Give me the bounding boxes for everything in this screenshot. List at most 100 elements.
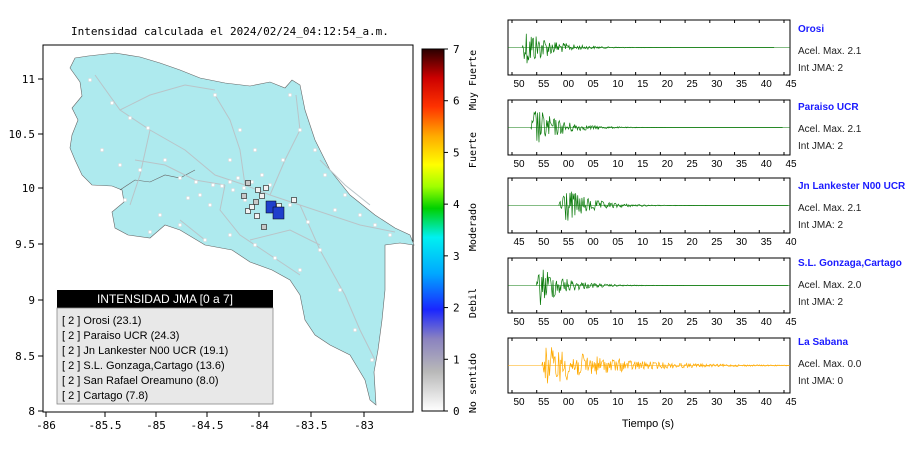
town-dot [260,173,264,177]
time-tick-label: 30 [711,317,723,328]
town-dot [370,358,374,362]
time-axis-label: Tiempo (s) [622,418,674,430]
time-tick-label: 25 [711,237,723,248]
time-tick-label: 05 [612,237,624,248]
town-dot [100,148,104,152]
seismogram-panel: 50 55 00 05 10 15 20 25 30 35 40 45 [507,99,797,170]
waveform [521,33,775,64]
time-tick-label: 25 [687,79,699,90]
time-tick-label: 15 [637,397,649,408]
town-dot [333,208,337,212]
seismogram-panels: 50 55 00 05 10 15 20 25 30 35 40 45 50 55 00 05 10 15 20 25… [507,19,797,408]
station-name: Orosi [798,24,825,35]
town-dot [198,193,202,197]
time-tick-label: 40 [761,79,773,90]
town-dot [288,203,292,207]
time-tick-label: 45 [785,317,797,328]
time-tick-label: 30 [711,79,723,90]
station-marker [249,204,255,210]
lat-tick-label: 10.5 [9,128,36,141]
road [119,84,216,111]
town-dot [338,288,342,292]
lon-tick-label: -83 [354,419,374,432]
town-dot [178,223,182,227]
station-name: Jn Lankester N00 UCR [798,181,906,192]
town-dot [158,213,162,217]
road [249,229,321,246]
lon-tick-label: -84.5 [190,419,223,432]
town-dot [194,180,198,184]
legend-row: [ 2 ] Orosi (23.1) [62,315,141,327]
lat-tick-label: 11 [22,73,35,86]
time-tick-label: 10 [612,397,624,408]
time-tick-label: 10 [612,79,624,90]
town-dot [231,188,235,192]
station-jma: Int JMA: 2 [798,220,844,231]
time-tick-label: 50 [513,159,525,170]
waveform [535,269,789,306]
road [179,219,206,241]
colorbar-tick-label: 0 [453,405,460,418]
station-marker [259,193,265,199]
legend-row: [ 2 ] Cartago (7.8) [62,390,148,402]
time-tick-label: 20 [662,159,674,170]
waveform [530,111,783,143]
time-tick-label: 50 [538,237,550,248]
town-dot [268,183,272,187]
time-tick-label: 30 [736,237,748,248]
colorbar-tick-label: 4 [453,198,460,211]
time-tick-label: 45 [785,159,797,170]
costa-rica-landmass [69,52,415,406]
station-name: S.L. Gonzaga,Cartago [798,258,902,269]
station-stats: Acel. Max. 2.1 Int JMA: 2 [798,43,861,77]
station-accel: Acel. Max. 2.0 [798,280,862,291]
time-tick-label: 35 [736,317,748,328]
station-marker [245,180,251,186]
legend-row: [ 2 ] S.L. Gonzaga,Cartago (13.6) [62,360,225,372]
time-tick-label: 50 [513,317,525,328]
station-accel: Acel. Max. 2.1 [798,46,862,57]
town-dot [373,223,377,227]
town-dot [273,256,277,260]
town-dot [281,158,285,162]
town-dot [243,198,247,202]
colorbar-category-label: Debil [468,288,479,318]
time-tick-label: 35 [736,397,748,408]
time-tick-label: 40 [761,159,773,170]
station-marker [263,185,269,191]
colorbar-category-label: No sentido [468,353,479,413]
time-tick-label: 05 [588,79,600,90]
time-tick-label: 15 [637,79,649,90]
town-dot [253,243,257,247]
town-dot [242,186,246,190]
station-stats: Acel. Max. 0.0 Int JMA: 0 [798,356,861,390]
colorbar-tick-label: 1 [453,353,460,366]
seismogram-panel: 50 55 00 05 10 15 20 25 30 35 40 45 [507,337,797,408]
time-tick-label: 35 [736,159,748,170]
time-tick-label: 00 [563,79,575,90]
town-dot [353,328,357,332]
lon-tick-label: -84 [249,419,269,432]
time-tick-label: 45 [785,79,797,90]
time-tick-label: 45 [785,397,797,408]
station-marker [261,224,267,230]
time-tick-label: 20 [687,237,699,248]
station-marker [255,187,261,193]
town-dot [358,213,362,217]
time-tick-label: 40 [761,397,773,408]
legend-row: [ 2 ] Jn Lankester N00 UCR (19.1) [62,345,228,357]
time-tick-label: 25 [687,397,699,408]
station-stats: Acel. Max. 2.1 Int JMA: 2 [798,121,861,155]
road [219,184,301,276]
town-dot [238,128,242,132]
station-marker [241,193,247,199]
town-dot [250,180,254,184]
town-dot [298,128,302,132]
colorbar-tick-label: 2 [453,302,460,315]
legend-row: [ 2 ] San Rafael Oreamuno (8.0) [62,375,219,387]
lat-tick-label: 9.5 [15,238,35,251]
waveform [558,191,789,221]
town-dot [228,180,232,184]
town-dot [220,184,224,188]
time-tick-label: 20 [662,317,674,328]
